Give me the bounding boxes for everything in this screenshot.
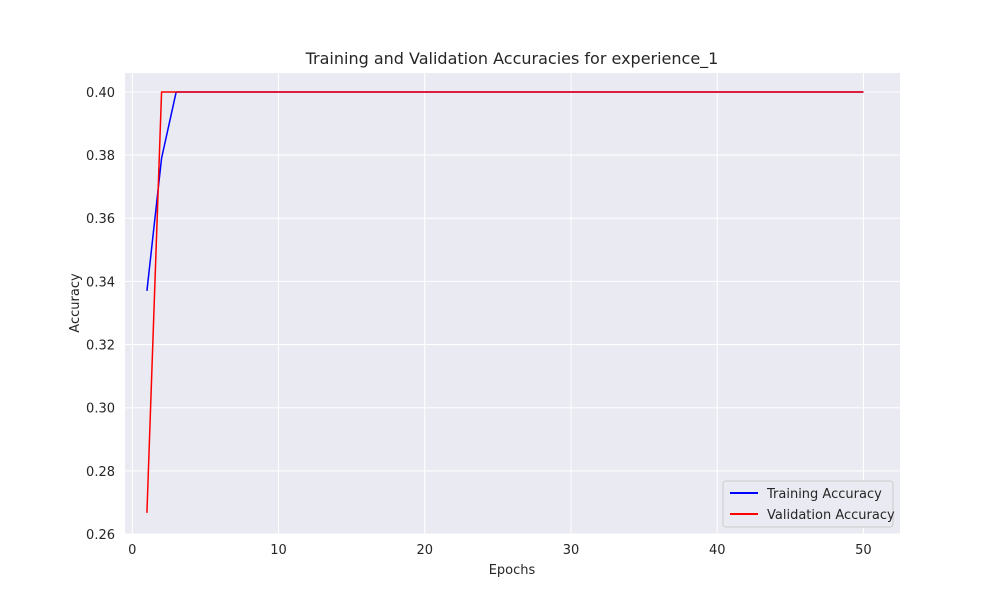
- y-tick-label: 0.34: [86, 275, 115, 290]
- legend-box: [722, 480, 894, 528]
- series-line-validation: [146, 91, 864, 513]
- legend-label-training: Training Accuracy: [766, 487, 882, 502]
- y-tick-label: 0.30: [86, 402, 115, 417]
- legend: Training Accuracy Validation Accuracy: [722, 480, 895, 528]
- y-axis-label: Accuracy: [68, 273, 83, 333]
- y-tick-label: 0.38: [86, 149, 115, 164]
- ticks: 0 10 20 30 40 50 0.26 0.28 0.30 0.32 0.34 0.36 0.38 0…: [86, 86, 872, 558]
- x-tick-label: 0: [128, 543, 136, 558]
- x-tick-label: 20: [416, 543, 433, 558]
- x-tick-label: 10: [270, 543, 287, 558]
- legend-label-validation: Validation Accuracy: [767, 508, 895, 523]
- x-tick-label: 30: [563, 543, 580, 558]
- plot-area: [125, 73, 900, 534]
- y-tick-label: 0.36: [86, 212, 115, 227]
- chart-title: Training and Validation Accuracies for e…: [305, 49, 719, 69]
- y-tick-label: 0.28: [86, 465, 115, 480]
- x-axis-label: Epochs: [489, 563, 536, 578]
- y-tick-label: 0.26: [86, 528, 115, 543]
- series-layer: [146, 91, 864, 513]
- x-tick-label: 40: [709, 543, 726, 558]
- y-tick-label: 0.32: [86, 339, 115, 354]
- y-tick-label: 0.40: [86, 86, 115, 101]
- x-tick-label: 50: [855, 543, 872, 558]
